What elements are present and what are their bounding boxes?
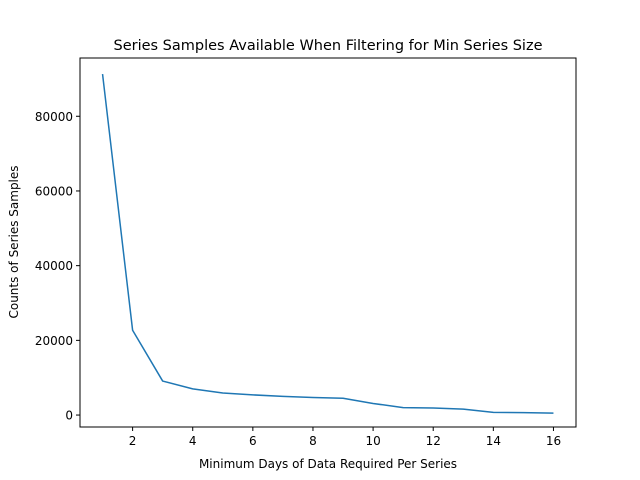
x-tick-label: 8 xyxy=(309,434,317,448)
y-tick-label: 80000 xyxy=(35,110,73,124)
y-tick-label: 40000 xyxy=(35,259,73,273)
y-tick-label: 20000 xyxy=(35,334,73,348)
x-tick-label: 2 xyxy=(129,434,137,448)
y-tick-label: 60000 xyxy=(35,184,73,198)
plot-frame xyxy=(79,57,577,428)
y-axis-ticks: 0 20000 40000 60000 80000 xyxy=(35,110,80,423)
x-tick-label: 4 xyxy=(189,434,197,448)
y-tick-label: 0 xyxy=(65,409,73,423)
chart-title: Series Samples Available When Filtering … xyxy=(113,38,542,54)
x-axis-ticks: 2 4 6 8 10 12 14 16 xyxy=(129,427,561,448)
x-tick-label: 14 xyxy=(486,434,501,448)
plot-area xyxy=(101,73,554,414)
x-tick-label: 10 xyxy=(365,434,380,448)
series-line-0 xyxy=(101,73,554,414)
x-axis-label: Minimum Days of Data Required Per Series xyxy=(199,457,457,471)
x-tick-label: 6 xyxy=(249,434,257,448)
x-tick-label: 16 xyxy=(546,434,561,448)
y-axis-label: Counts of Series Samples xyxy=(7,165,21,318)
x-tick-label: 12 xyxy=(426,434,441,448)
